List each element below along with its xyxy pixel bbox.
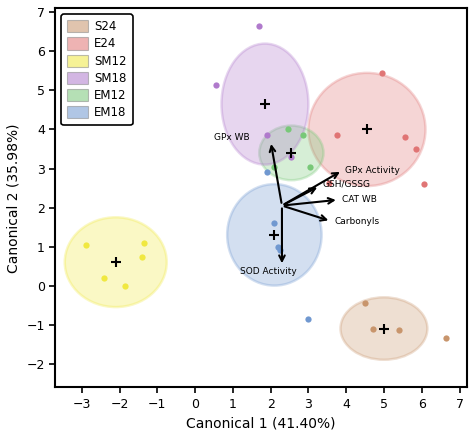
Ellipse shape	[227, 184, 322, 286]
Text: GSH/GSSG: GSH/GSSG	[323, 180, 371, 189]
Text: Carbonyls: Carbonyls	[334, 217, 379, 225]
Y-axis label: Canonical 2 (35.98%): Canonical 2 (35.98%)	[7, 123, 21, 273]
Text: GPx WB: GPx WB	[214, 133, 250, 142]
Ellipse shape	[340, 297, 428, 360]
Text: GPx Activity: GPx Activity	[346, 166, 400, 175]
Text: CAT WB: CAT WB	[342, 195, 376, 204]
X-axis label: Canonical 1 (41.40%): Canonical 1 (41.40%)	[186, 416, 336, 430]
Ellipse shape	[221, 44, 309, 165]
Ellipse shape	[65, 217, 167, 307]
Ellipse shape	[309, 73, 426, 186]
Ellipse shape	[259, 125, 323, 180]
Text: SOD Activity: SOD Activity	[240, 267, 297, 277]
Legend: S24, E24, SM12, SM18, EM12, EM18: S24, E24, SM12, SM18, EM12, EM18	[61, 14, 133, 125]
